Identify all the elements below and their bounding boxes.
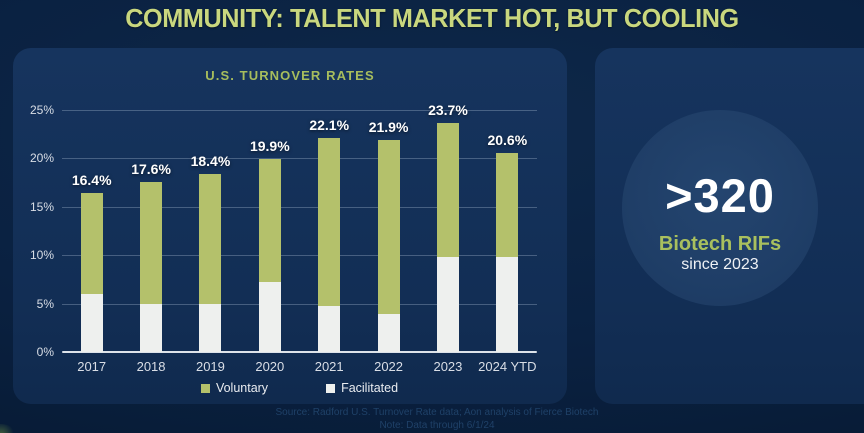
bar-total-label-2018: 17.6% [131,160,171,177]
source-line: Source: Radford U.S. Turnover Rate data;… [275,407,599,418]
note-line: Note: Data through 6/1/24 [379,420,495,431]
y-tick-20%: 20% [29,151,54,166]
x-tick-2019: 2019 [195,359,225,374]
y-tick-25%: 25% [29,103,54,117]
x-tick-2022: 2022 [374,359,404,374]
gridline-20% [62,158,537,160]
bar-facilitated-2023 [436,257,459,352]
gridline-25% [62,110,537,111]
gridline-15% [62,206,537,208]
bar-total-label-2022: 21.9% [368,119,409,135]
y-tick-15%: 15% [29,199,54,214]
bar-facilitated-2022 [377,314,400,352]
bar-voluntary-2024 YTD [496,152,519,258]
bar-total-label-2024 YTD: 20.6% [487,131,528,148]
legend-label-voluntary: Voluntary [215,381,269,395]
bar-total-label-2020: 19.9% [249,138,290,155]
legend-item-facilitated: Facilitated [326,381,398,395]
gridline-5% [62,303,537,305]
bar-facilitated-2021 [318,305,341,352]
turnover-bar-chart: 0% 5% 10% 15% 20% 25% 16.4% 2017 17.6% 2018 18.4% 2… [13,48,567,404]
stat-circle: >320 Biotech RIFs since 2023 [622,110,818,306]
bar-total-label-2023: 23.7% [428,101,468,118]
y-tick-10%: 10% [29,248,54,263]
turnover-chart-panel: U.S. TURNOVER RATES 0% 5% 10% 15% 20% 25% 16.4… [13,48,567,404]
legend-swatch-facilitated [326,383,336,393]
legend-label-facilitated: Facilitated [341,381,399,395]
stat-value: >320 [665,169,775,222]
gridline-10% [62,255,537,257]
bar-total-label-2017: 16.4% [71,172,112,189]
bar-total-label-2021: 22.1% [309,117,350,134]
page-title: COMMUNITY: TALENT MARKET HOT, BUT COOLIN… [125,3,739,33]
bar-total-label-2019: 18.4% [190,152,231,169]
stat-sublabel: since 2023 [681,256,759,273]
y-tick-0%: 0% [36,345,54,359]
x-tick-2017: 2017 [77,359,107,374]
x-axis-line [62,351,537,353]
bar-facilitated-2020 [258,282,281,352]
bar-facilitated-2017 [80,293,103,352]
bar-facilitated-2024 YTD [496,257,519,352]
chart-legend: Voluntary Facilitated [62,381,537,395]
bar-facilitated-2019 [199,303,222,352]
bar-facilitated-2018 [140,303,163,352]
legend-swatch-voluntary [200,383,210,393]
bar-voluntary-2023 [436,122,459,258]
y-tick-5%: 5% [36,296,54,311]
chart-title: U.S. TURNOVER RATES [205,68,375,83]
bar-voluntary-2018 [140,181,163,304]
bar-voluntary-2022 [377,140,400,315]
corner-logo-fragment [0,424,16,433]
stat-panel: >320 Biotech RIFs since 2023 [595,48,864,404]
source-note: Source: Radford U.S. Turnover Rate data;… [187,406,687,432]
x-tick-2020: 2020 [255,359,285,374]
bar-voluntary-2017 [80,193,103,294]
bar-voluntary-2021 [318,138,341,306]
stat-label: Biotech RIFs [658,233,782,255]
legend-item-voluntary: Voluntary [200,381,269,395]
bar-voluntary-2019 [199,173,222,304]
x-tick-2021: 2021 [314,359,344,374]
x-tick-2024 YTD: 2024 YTD [478,359,537,374]
bar-voluntary-2020 [258,159,281,283]
x-tick-2023: 2023 [433,359,463,374]
x-tick-2018: 2018 [136,359,166,374]
